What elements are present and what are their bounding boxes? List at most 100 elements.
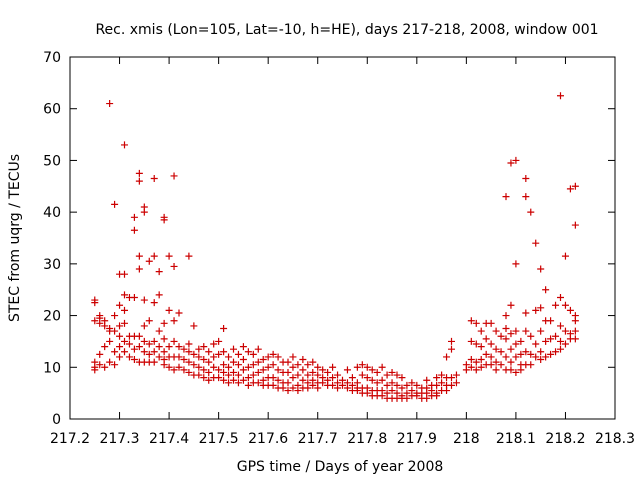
x-tick-label: 218.3 (595, 431, 635, 447)
data-point (527, 332, 535, 340)
data-point (433, 392, 441, 400)
data-point (170, 366, 178, 374)
data-point (512, 353, 520, 361)
data-point (373, 379, 381, 387)
data-point (190, 350, 198, 358)
data-point (190, 322, 198, 330)
data-point (121, 306, 128, 314)
data-point (101, 343, 109, 351)
data-point (215, 337, 223, 345)
data-point (472, 366, 480, 374)
x-tick-label: 217.8 (347, 431, 387, 447)
data-point (477, 356, 485, 364)
data-point (160, 335, 168, 343)
data-point (230, 376, 237, 384)
data-point (234, 361, 242, 369)
data-point (116, 301, 124, 309)
data-points (91, 92, 579, 402)
data-point (309, 381, 317, 389)
data-point (239, 376, 247, 384)
data-point (210, 353, 218, 361)
data-point (130, 293, 138, 301)
data-point (205, 358, 213, 366)
data-point (215, 374, 223, 382)
data-point (175, 353, 183, 361)
data-point (561, 252, 569, 260)
data-point (329, 363, 337, 371)
data-point (294, 371, 302, 379)
data-point (502, 353, 510, 361)
data-point (348, 374, 356, 382)
data-point (294, 361, 302, 369)
data-point (363, 363, 371, 371)
data-point (552, 348, 560, 356)
data-point (140, 208, 148, 216)
data-point (566, 185, 574, 193)
data-point (497, 348, 505, 356)
data-point (522, 193, 530, 201)
data-point (106, 100, 114, 108)
data-point (135, 265, 143, 273)
data-point (165, 252, 173, 260)
data-point (150, 299, 158, 307)
data-point (91, 317, 99, 325)
data-point (215, 366, 223, 374)
data-point (96, 361, 104, 369)
data-point (527, 208, 535, 216)
x-tick-label: 217.2 (50, 431, 90, 447)
data-point (443, 387, 451, 395)
data-point (91, 366, 99, 374)
data-point (195, 353, 203, 361)
data-point (507, 159, 515, 167)
x-axis-label: GPS time / Days of year 2008 (237, 459, 444, 475)
data-point (507, 358, 515, 366)
data-point (249, 371, 257, 379)
data-point (125, 340, 133, 348)
data-point (309, 358, 317, 366)
data-point (121, 319, 128, 327)
data-point (438, 371, 446, 379)
data-point (284, 379, 292, 387)
data-point (289, 363, 297, 371)
data-point (517, 350, 525, 358)
data-point (403, 381, 411, 389)
data-point (239, 343, 247, 351)
data-point (358, 371, 366, 379)
data-point (561, 327, 569, 335)
data-point (388, 387, 396, 395)
data-point (135, 252, 143, 260)
data-point (239, 366, 247, 374)
data-point (448, 381, 455, 389)
data-point (125, 353, 133, 361)
y-tick-label: 30 (43, 257, 61, 273)
data-point (507, 301, 515, 309)
data-point (145, 257, 153, 265)
data-point (274, 366, 282, 374)
data-point (433, 374, 441, 382)
data-point (339, 381, 346, 389)
data-point (284, 358, 292, 366)
data-point (378, 376, 386, 384)
data-point (363, 374, 371, 382)
data-point (230, 345, 237, 353)
data-point (363, 389, 371, 397)
data-point (165, 363, 173, 371)
data-point (571, 327, 579, 335)
data-point (492, 358, 500, 366)
data-point (398, 384, 406, 392)
data-point (561, 340, 569, 348)
data-point (557, 322, 564, 330)
data-point (502, 325, 510, 332)
data-point (448, 374, 455, 382)
data-point (234, 379, 242, 387)
data-point (160, 361, 168, 369)
data-point (343, 366, 351, 374)
data-point (106, 358, 114, 366)
data-point (195, 363, 203, 371)
data-point (269, 350, 277, 358)
data-point (522, 175, 530, 183)
data-point (239, 356, 247, 364)
x-tick-label: 217.9 (397, 431, 437, 447)
data-point (329, 381, 337, 389)
